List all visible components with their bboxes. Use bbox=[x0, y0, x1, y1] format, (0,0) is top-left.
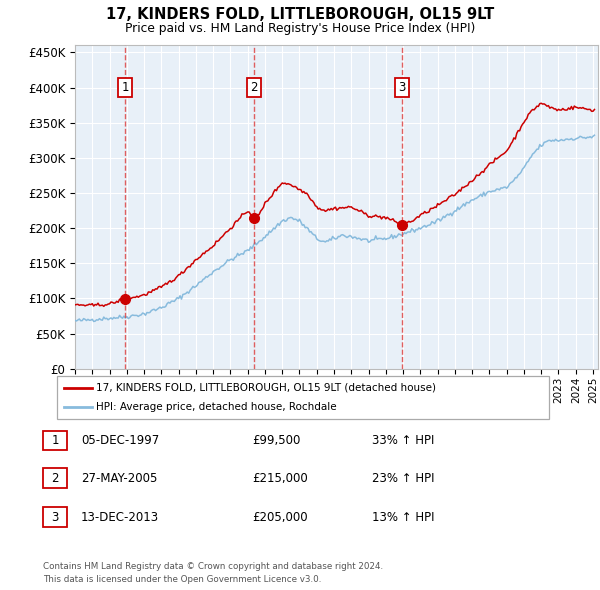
Text: This data is licensed under the Open Government Licence v3.0.: This data is licensed under the Open Gov… bbox=[43, 575, 322, 584]
Text: 17, KINDERS FOLD, LITTLEBOROUGH, OL15 9LT: 17, KINDERS FOLD, LITTLEBOROUGH, OL15 9L… bbox=[106, 6, 494, 22]
Text: Price paid vs. HM Land Registry's House Price Index (HPI): Price paid vs. HM Land Registry's House … bbox=[125, 22, 475, 35]
Text: £205,000: £205,000 bbox=[252, 510, 308, 524]
Text: 2: 2 bbox=[250, 81, 258, 94]
Text: 05-DEC-1997: 05-DEC-1997 bbox=[81, 434, 159, 447]
Text: 3: 3 bbox=[398, 81, 406, 94]
Text: £215,000: £215,000 bbox=[252, 471, 308, 485]
Text: 1: 1 bbox=[52, 434, 59, 447]
Text: £99,500: £99,500 bbox=[252, 434, 301, 447]
Text: HPI: Average price, detached house, Rochdale: HPI: Average price, detached house, Roch… bbox=[96, 402, 337, 412]
Text: 13-DEC-2013: 13-DEC-2013 bbox=[81, 510, 159, 524]
Text: 2: 2 bbox=[52, 471, 59, 485]
Text: 13% ↑ HPI: 13% ↑ HPI bbox=[372, 510, 434, 524]
Text: 3: 3 bbox=[52, 510, 59, 524]
Text: 1: 1 bbox=[122, 81, 129, 94]
Text: Contains HM Land Registry data © Crown copyright and database right 2024.: Contains HM Land Registry data © Crown c… bbox=[43, 562, 383, 571]
Text: 33% ↑ HPI: 33% ↑ HPI bbox=[372, 434, 434, 447]
Text: 17, KINDERS FOLD, LITTLEBOROUGH, OL15 9LT (detached house): 17, KINDERS FOLD, LITTLEBOROUGH, OL15 9L… bbox=[96, 383, 436, 393]
Text: 23% ↑ HPI: 23% ↑ HPI bbox=[372, 471, 434, 485]
Text: 27-MAY-2005: 27-MAY-2005 bbox=[81, 471, 157, 485]
